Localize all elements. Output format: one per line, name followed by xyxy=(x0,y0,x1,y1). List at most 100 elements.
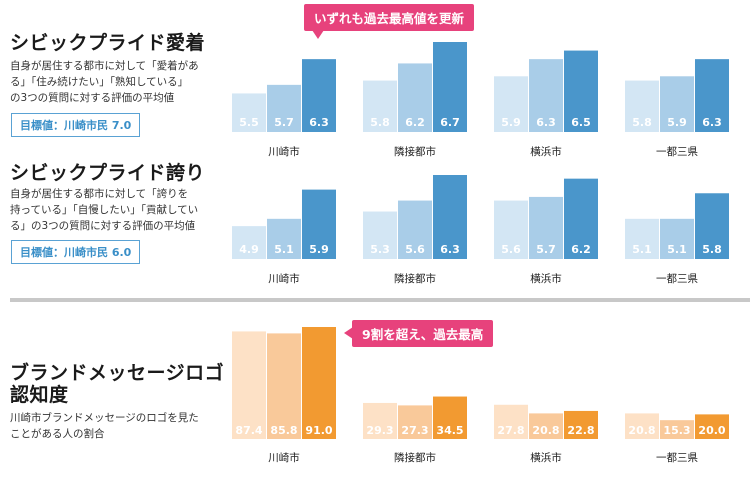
category-label: 横浜市 xyxy=(530,272,562,285)
category-label: 川崎市 xyxy=(268,145,300,158)
data-label: 27.8 xyxy=(497,424,524,437)
bar xyxy=(267,218,301,259)
bar xyxy=(232,226,266,259)
data-label: 5.1 xyxy=(667,243,687,256)
data-label: 5.5 xyxy=(239,116,259,129)
data-label: 20.0 xyxy=(698,424,725,437)
callout-tail xyxy=(312,30,324,39)
data-label: 6.2 xyxy=(571,243,591,256)
callout-record-high-text: いずれも過去最高値を更新 xyxy=(314,11,465,26)
data-label: 5.1 xyxy=(632,243,652,256)
data-label: 6.3 xyxy=(702,116,722,129)
data-label: 5.7 xyxy=(274,116,294,129)
data-label: 5.9 xyxy=(667,116,687,129)
category-label: 隣接都市 xyxy=(394,451,436,464)
data-label: 20.8 xyxy=(532,424,559,437)
data-label: 6.3 xyxy=(440,243,460,256)
bar xyxy=(302,327,336,439)
category-label: 一都三県 xyxy=(656,273,698,285)
bar xyxy=(660,218,694,259)
section-title-logo-awareness: ブランドメッセージロゴ 認知度 xyxy=(10,362,225,406)
bar xyxy=(363,80,397,132)
bar xyxy=(529,59,563,133)
data-label: 5.8 xyxy=(632,116,652,129)
bar xyxy=(529,413,563,439)
data-label: 6.3 xyxy=(536,116,556,129)
goal-badge-pride: 目標値：川崎市民 6.0 xyxy=(11,240,141,264)
data-label: 4.9 xyxy=(239,243,259,256)
bar xyxy=(433,42,467,132)
data-label: 5.6 xyxy=(501,243,521,256)
section-title-attachment: シビックプライド愛着 xyxy=(10,32,206,54)
data-label: 6.2 xyxy=(405,116,425,129)
bar xyxy=(302,189,336,259)
data-label: 5.6 xyxy=(405,243,425,256)
category-label: 隣接都市 xyxy=(394,272,436,285)
bar xyxy=(363,402,397,439)
bar xyxy=(494,404,528,439)
data-label: 5.7 xyxy=(536,243,556,256)
bar xyxy=(625,413,659,439)
bar xyxy=(494,200,528,259)
data-label: 15.3 xyxy=(663,424,690,437)
bar xyxy=(433,396,467,439)
data-label: 29.3 xyxy=(366,424,393,437)
bar xyxy=(267,333,301,439)
category-label: 一都三県 xyxy=(656,452,698,464)
section-title-pride: シビックプライド誇り xyxy=(10,162,206,184)
bar xyxy=(433,175,467,259)
data-label: 5.9 xyxy=(309,243,329,256)
category-label: 隣接都市 xyxy=(394,145,436,158)
bar xyxy=(232,331,266,439)
data-label: 87.4 xyxy=(235,424,262,437)
bar xyxy=(267,84,301,132)
data-label: 5.9 xyxy=(501,116,521,129)
data-label: 6.5 xyxy=(571,116,591,129)
data-label: 85.8 xyxy=(270,424,297,437)
data-label: 34.5 xyxy=(436,424,463,437)
data-label: 5.3 xyxy=(370,243,390,256)
bar xyxy=(494,76,528,132)
category-label: 一都三県 xyxy=(656,146,698,158)
data-label: 91.0 xyxy=(305,424,332,437)
bar xyxy=(363,211,397,259)
data-label: 27.3 xyxy=(401,424,428,437)
callout-tail xyxy=(344,327,353,339)
section-divider xyxy=(10,298,750,302)
category-label: 横浜市 xyxy=(530,451,562,464)
callout-record-high: いずれも過去最高値を更新 xyxy=(304,4,475,39)
bar xyxy=(660,420,694,439)
goal-badge-attachment: 目標値：川崎市民 7.0 xyxy=(11,113,141,137)
data-label: 6.7 xyxy=(440,116,460,129)
data-label: 6.3 xyxy=(309,116,329,129)
data-label: 5.8 xyxy=(370,116,390,129)
data-label: 5.1 xyxy=(274,243,294,256)
data-label: 5.8 xyxy=(702,243,722,256)
bar xyxy=(398,405,432,439)
bar xyxy=(529,196,563,259)
bar xyxy=(695,59,729,133)
category-label: 横浜市 xyxy=(530,145,562,158)
bar xyxy=(232,93,266,132)
section-description-attachment: 自身が居住する都市に対して「愛着があ る」「住み続けたい」「熟知している」 の3… xyxy=(10,60,199,104)
bar xyxy=(564,410,598,439)
bar xyxy=(625,218,659,259)
callout-over-90-text: 9割を超え、過去最高 xyxy=(362,327,484,342)
bar xyxy=(625,80,659,132)
bar xyxy=(564,50,598,133)
callout-over-90: 9割を超え、過去最高 xyxy=(344,320,494,347)
bar xyxy=(660,76,694,132)
bar xyxy=(564,178,598,259)
bar xyxy=(302,59,336,133)
bar xyxy=(398,200,432,259)
data-label: 20.8 xyxy=(628,424,655,437)
bar xyxy=(398,63,432,132)
section-description-pride: 自身が居住する都市に対して「誇りを 持っている」「自慢したい」「貢献してい る」… xyxy=(10,188,199,232)
category-label: 川崎市 xyxy=(268,451,300,464)
section-description-logo-awareness: 川崎市ブランドメッセージのロゴを見た ことがある人の割合 xyxy=(10,412,199,440)
category-label: 川崎市 xyxy=(268,272,300,285)
bar xyxy=(695,193,729,259)
data-label: 22.8 xyxy=(567,424,594,437)
bar xyxy=(695,414,729,439)
